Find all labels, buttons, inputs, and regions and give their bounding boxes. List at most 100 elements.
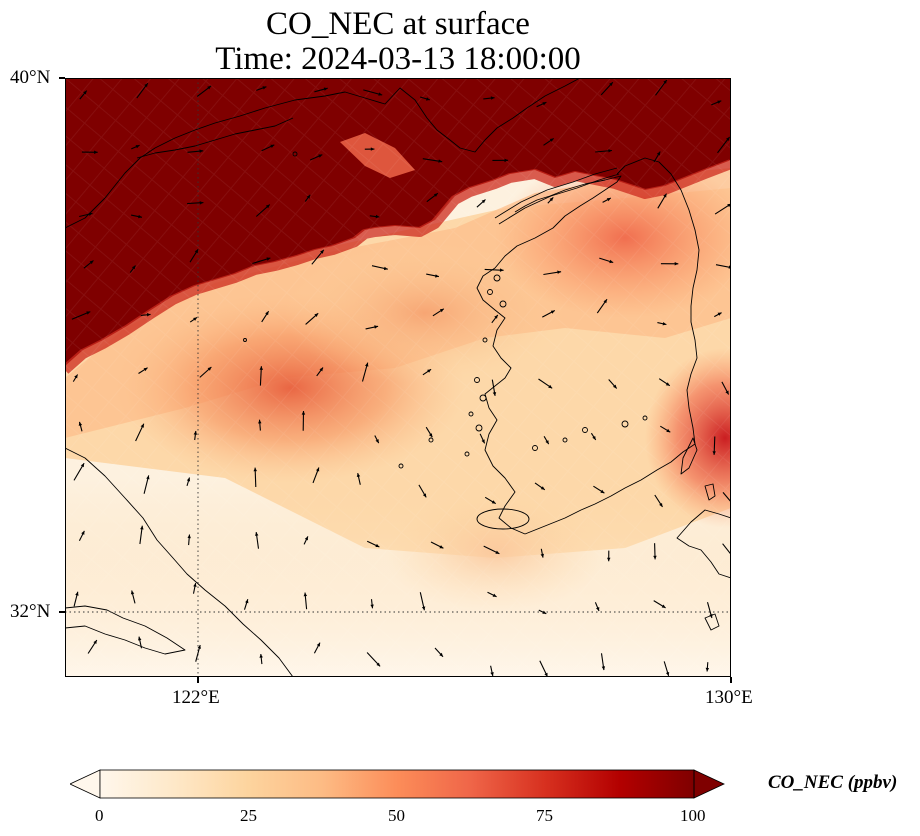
wind-arrow: [129, 265, 136, 273]
wind-arrow: [313, 642, 321, 654]
wind-arrow: [483, 545, 500, 555]
colorbar-tick-25: 25: [240, 806, 257, 825]
wind-arrow: [660, 262, 679, 266]
lon-tick-label-122e: 122°E: [172, 687, 220, 708]
wind-arrow: [374, 435, 380, 444]
wind-arrow: [253, 467, 257, 488]
wind-arrow: [717, 136, 731, 154]
wind-arrow: [138, 636, 143, 649]
wind-arrow: [87, 639, 98, 654]
wind-arrow: [365, 325, 379, 330]
wind-arrow: [304, 194, 311, 202]
wind-arrow: [712, 436, 716, 455]
wind-arrow: [721, 381, 730, 395]
wind-arrow: [309, 154, 323, 161]
wind-arrow: [130, 590, 136, 604]
wind-arrow: [539, 660, 548, 677]
coastline-islands: [243, 151, 648, 469]
wind-arrow: [540, 548, 544, 558]
coastline-kyushu: [676, 509, 731, 579]
wind-arrow: [487, 591, 497, 598]
wind-arrow: [653, 600, 666, 609]
wind-arrow: [261, 310, 270, 323]
wind-arrow: [195, 644, 201, 662]
wind-arrow: [491, 314, 499, 324]
wind-arrow: [419, 592, 426, 611]
wind-arrow: [261, 144, 275, 152]
wind-arrow: [663, 661, 670, 677]
wind-arrow: [311, 249, 325, 265]
coastline-korea-east: [616, 157, 700, 445]
coastline-liaoning: [65, 78, 581, 229]
wind-arrow: [303, 592, 308, 610]
wind-arrow: [479, 433, 486, 444]
wind-arrow: [316, 367, 324, 377]
wind-arrow: [252, 257, 271, 265]
wind-arrow: [711, 100, 722, 106]
wind-arrow: [73, 462, 85, 481]
colorbar-ramp: [100, 770, 694, 798]
wind-arrow: [135, 423, 145, 442]
coastline-tsushima: [680, 437, 698, 475]
wind-arrow: [301, 410, 306, 431]
wind-arrow: [303, 536, 309, 545]
wind-arrow: [139, 525, 144, 545]
wind-arrow: [186, 477, 191, 487]
lat-tick-label-32n: 32°N: [10, 601, 51, 622]
wind-arrow: [140, 313, 151, 317]
wind-arrow: [73, 591, 79, 607]
wind-arrow: [660, 425, 671, 433]
wind-arrow: [705, 662, 710, 672]
wind-arrow: [658, 378, 671, 387]
lat-tick-label-40n: 40°N: [10, 67, 51, 88]
wind-arrow: [130, 214, 143, 219]
wind-arrow: [484, 268, 504, 272]
tick-mark-130e: [730, 677, 732, 683]
wind-arrow: [199, 366, 212, 378]
wind-vectors: [71, 79, 731, 677]
wind-arrow: [714, 312, 722, 318]
wind-arrow: [196, 85, 212, 97]
wind-arrow: [189, 316, 198, 323]
coastline-korea-west: [476, 175, 622, 535]
wind-arrow: [538, 609, 547, 615]
wind-arrow: [305, 312, 319, 325]
wind-arrow: [600, 653, 606, 671]
colorbar-label: CO_NEC (ppbv): [768, 772, 898, 793]
wind-arrow: [81, 150, 98, 154]
wind-arrow: [79, 212, 93, 218]
wind-arrow: [71, 311, 91, 320]
wind-arrow: [363, 89, 383, 96]
wind-arrow: [243, 599, 249, 610]
tick-mark-32n: [59, 611, 65, 613]
coastline-korea-south: [524, 443, 696, 535]
wind-arrow: [255, 532, 260, 549]
wind-arrow: [371, 265, 388, 271]
colorbar-extend-low: [70, 769, 101, 799]
wind-arrow: [356, 472, 361, 485]
colorbar-tick-75: 75: [536, 806, 553, 825]
wind-arrow: [187, 201, 204, 205]
lon-tick-label-130e: 130°E: [705, 687, 753, 708]
colorbar-tick-100: 100: [680, 806, 706, 825]
wind-arrow: [547, 197, 554, 204]
wind-arrow: [259, 653, 263, 665]
wind-arrow: [72, 374, 79, 382]
wind-arrow: [425, 426, 433, 438]
wind-arrow: [432, 308, 445, 317]
wind-arrow: [131, 144, 140, 150]
wind-arrow: [543, 270, 562, 276]
wind-arrow: [490, 665, 494, 677]
wind-arrow: [426, 273, 440, 278]
colorbar: [70, 769, 725, 799]
wind-arrow: [258, 419, 262, 431]
wind-arrow: [366, 540, 380, 548]
coastline-shandong: [65, 447, 294, 677]
wind-arrow: [657, 322, 667, 326]
coastline-yangtze: [65, 605, 186, 655]
wind-arrow: [543, 436, 550, 445]
wind-arrow: [538, 378, 553, 389]
map-canvas: [65, 78, 731, 677]
coastline-liaodong-bay: [136, 117, 294, 159]
wind-arrow: [312, 467, 320, 484]
